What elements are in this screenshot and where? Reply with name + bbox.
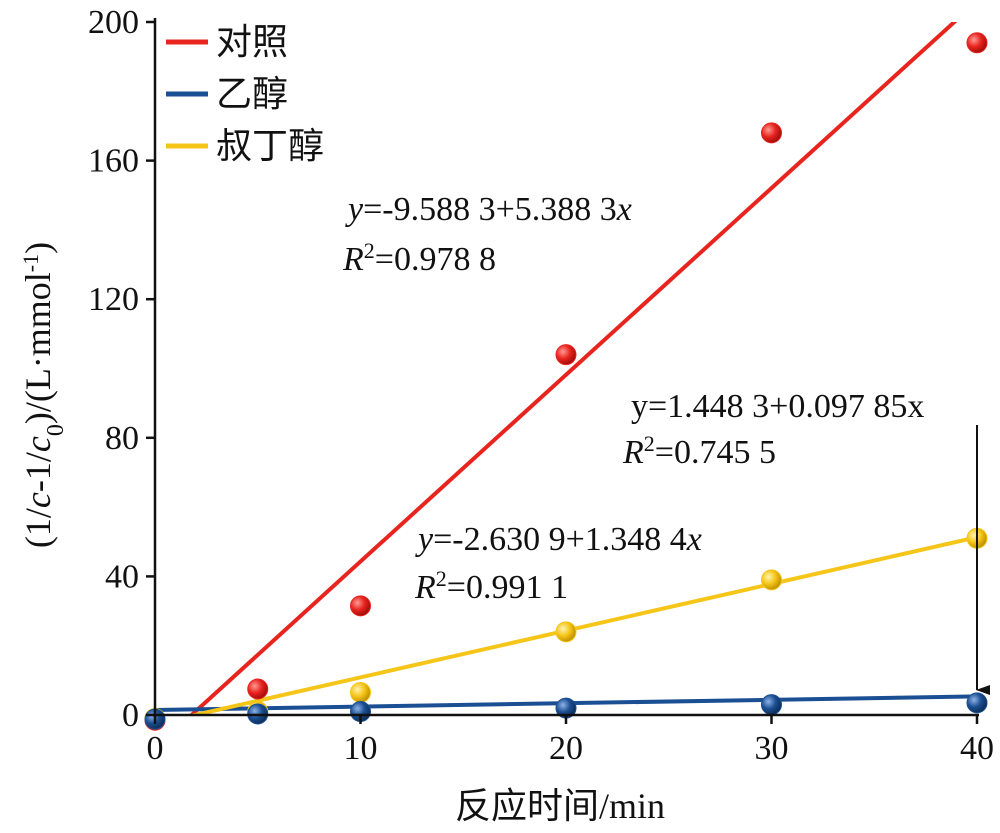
legend-item-tert-butanol: 叔丁醇	[166, 126, 324, 166]
legend-item-ethanol: 乙醇	[166, 74, 288, 114]
r2-red: R2=0.978 8	[342, 238, 496, 279]
y-axis-title: (1/c-1/c0)/(L·mmol-1)	[18, 242, 70, 548]
annotation-blue: y=1.448 3+0.097 85x R2=0.745 5	[622, 388, 924, 471]
point-red	[555, 344, 577, 366]
annotation-yellow: y=-2.630 9+1.348 4x R2=0.991 1	[414, 521, 702, 606]
point-yellow	[761, 569, 782, 591]
r2-blue: R2=0.745 5	[622, 431, 776, 472]
point-red	[966, 32, 988, 54]
x-tick-label: 0	[147, 730, 164, 767]
y-tick-label: 80	[105, 420, 139, 457]
equation-red: y=-9.588 3+5.388 3x	[345, 191, 632, 228]
point-blue	[966, 692, 988, 714]
equation-blue: y=1.448 3+0.097 85x	[631, 388, 924, 425]
y-tick-label: 120	[88, 281, 139, 318]
point-blue	[761, 694, 782, 716]
y-tick-label: 40	[105, 558, 139, 595]
x-tick-label: 20	[549, 730, 583, 767]
y-tick-label: 200	[88, 4, 139, 41]
legend-item-control: 对照	[166, 22, 288, 62]
annotation-red: y=-9.588 3+5.388 3x R2=0.978 8	[342, 191, 632, 278]
point-red	[761, 122, 782, 144]
equation-yellow: y=-2.630 9+1.348 4x	[415, 521, 702, 558]
y-tick-label: 160	[88, 143, 139, 180]
legend-label: 对照	[216, 22, 288, 62]
x-tick-label: 30	[755, 730, 789, 767]
r2-yellow: R2=0.991 1	[414, 566, 568, 607]
fit-line-red	[188, 22, 958, 715]
axes	[153, 18, 979, 717]
axis-ticks: 0 10 20 30 40 0 40 80 120 160 200	[88, 4, 994, 767]
x-axis-title: 反应时间/min	[455, 786, 665, 826]
point-red	[350, 595, 371, 617]
point-yellow	[555, 621, 577, 643]
point-yellow	[350, 681, 371, 703]
point-red	[247, 678, 269, 700]
y-tick-label: 0	[122, 697, 139, 734]
legend-label: 叔丁醇	[216, 126, 324, 166]
x-tick-label: 40	[960, 730, 994, 767]
x-tick-label: 10	[344, 730, 378, 767]
legend-label: 乙醇	[216, 74, 288, 114]
